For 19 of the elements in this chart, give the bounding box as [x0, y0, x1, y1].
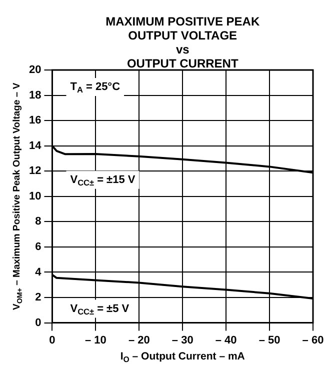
x-tick-label: 0	[49, 334, 56, 346]
y-tick-label: 16	[28, 114, 42, 127]
y-tick-label: 4	[35, 266, 42, 278]
y-tick-label: 10	[28, 190, 42, 202]
y-tick-label: 0	[35, 316, 42, 329]
y-tick-label: 18	[28, 89, 42, 102]
x-tick-label: – 10	[84, 334, 106, 346]
y-tick-label: 14	[28, 140, 42, 152]
y-tick-label: 2	[35, 292, 42, 304]
x-tick-label: – 60	[302, 334, 324, 346]
x-tick-label: – 40	[215, 334, 237, 346]
y-tick-label: 12	[28, 165, 42, 178]
chart-title: MAXIMUM POSITIVE PEAK OUTPUT VOLTAGE vs OUTPUT CURRENT	[106, 14, 260, 70]
x-tick-label: – 30	[172, 334, 194, 346]
x-tick-label: – 20	[128, 334, 150, 346]
y-tick-label: 20	[28, 64, 42, 76]
x-tick-label: – 50	[258, 334, 280, 346]
y-tick-label: 8	[35, 216, 42, 228]
y-tick-label: 6	[35, 240, 42, 253]
